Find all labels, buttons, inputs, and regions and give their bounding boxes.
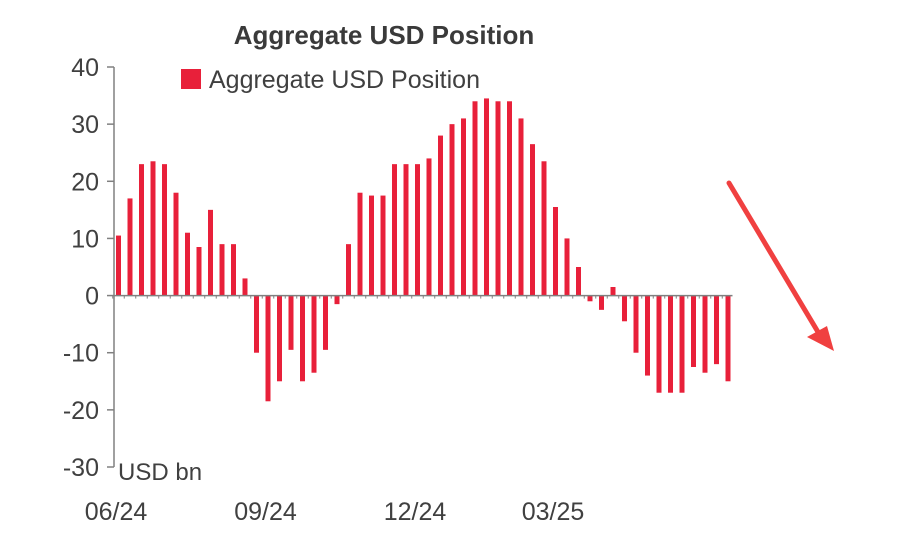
bar xyxy=(127,198,133,296)
y-tick-label: -10 xyxy=(63,340,99,368)
y-tick-label: -30 xyxy=(63,454,99,482)
bar xyxy=(162,164,167,296)
bar xyxy=(403,164,409,296)
bar xyxy=(553,207,558,296)
bar xyxy=(714,295,719,365)
bar xyxy=(231,244,236,296)
y-tick-label: 0 xyxy=(85,283,99,311)
bar xyxy=(196,247,202,296)
x-axis: 06/24 09/24 12/24 03/25 xyxy=(85,294,733,526)
y-tick-label: 30 xyxy=(71,111,99,139)
bar xyxy=(541,161,547,296)
bar xyxy=(116,235,121,296)
bar xyxy=(242,278,248,296)
x-tick-label: 12/24 xyxy=(384,498,447,526)
bar xyxy=(392,164,397,296)
bar xyxy=(507,101,512,296)
y-tick-label: 20 xyxy=(71,168,99,196)
bar xyxy=(576,267,581,296)
bar xyxy=(265,295,271,402)
bar xyxy=(564,238,570,296)
bar xyxy=(219,244,225,296)
bar xyxy=(288,295,294,350)
bar xyxy=(369,195,374,296)
bar xyxy=(323,295,328,350)
legend: Aggregate USD Position xyxy=(181,66,480,94)
bar xyxy=(311,295,317,373)
bar xyxy=(139,164,144,296)
chart-title: Aggregate USD Position xyxy=(234,20,534,50)
bar xyxy=(277,295,282,382)
bar xyxy=(208,209,213,296)
bar xyxy=(173,192,179,296)
bar xyxy=(300,295,305,382)
bar xyxy=(599,295,604,310)
bar xyxy=(668,295,673,393)
bar xyxy=(495,101,501,296)
bar xyxy=(415,164,420,296)
bar xyxy=(150,161,156,296)
bar xyxy=(449,124,455,296)
y-tick-label: -20 xyxy=(63,397,99,425)
bar xyxy=(484,98,489,296)
legend-label: Aggregate USD Position xyxy=(209,66,480,94)
bar xyxy=(380,195,386,296)
x-tick-label: 06/24 xyxy=(85,498,148,526)
x-tick-label: 09/24 xyxy=(234,498,297,526)
bar xyxy=(587,295,593,302)
bar xyxy=(530,144,535,296)
bar xyxy=(725,295,731,382)
legend-swatch xyxy=(181,69,201,89)
bars xyxy=(116,98,731,402)
bar xyxy=(426,158,432,296)
bar xyxy=(461,118,466,296)
bar xyxy=(185,232,190,296)
x-tick-label: 03/25 xyxy=(522,498,585,526)
y-tick-label: 10 xyxy=(71,225,99,253)
bar xyxy=(656,295,662,393)
y-tick-label: 40 xyxy=(71,54,99,82)
unit-label: USD bn xyxy=(118,459,202,486)
bar xyxy=(346,244,351,296)
trend-arrow xyxy=(726,180,834,351)
bar xyxy=(610,287,616,296)
bar xyxy=(438,135,443,296)
bar xyxy=(702,295,708,373)
bar xyxy=(622,295,627,322)
bar xyxy=(472,101,478,296)
bar xyxy=(633,295,639,353)
bar xyxy=(254,295,259,353)
bar xyxy=(518,118,524,296)
bar xyxy=(691,295,696,367)
bar xyxy=(679,295,685,393)
bar xyxy=(645,295,650,376)
bar xyxy=(334,295,340,305)
y-axis: 40 30 20 10 0 -10 -20 -30 xyxy=(63,54,115,482)
bar xyxy=(357,192,363,296)
